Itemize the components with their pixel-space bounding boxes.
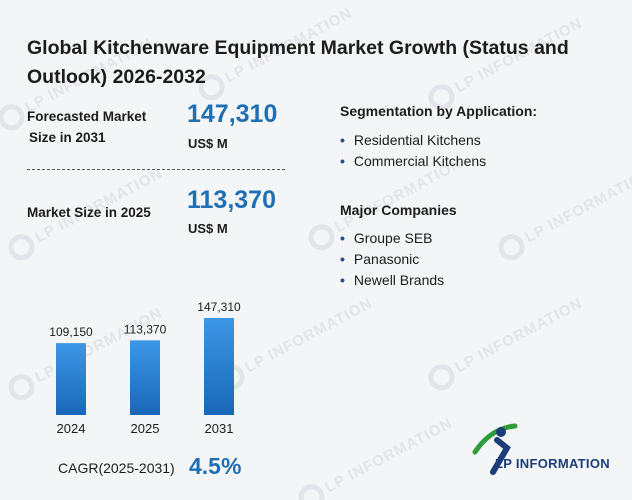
bar-2024 — [56, 343, 86, 415]
list-item: Commercial Kitchens — [340, 151, 486, 172]
forecast-label: Forecasted Market Size in 2031 — [27, 106, 146, 148]
list-item: Groupe SEB — [340, 228, 444, 249]
list-item: Panasonic — [340, 249, 444, 270]
value-label-2025: 113,370 — [124, 322, 167, 336]
companies-list: Groupe SEB Panasonic Newell Brands — [340, 228, 444, 291]
cagr-label: CAGR(2025-2031) — [58, 460, 175, 476]
page-title: Global Kitchenware Equipment Market Grow… — [27, 37, 569, 88]
divider — [27, 169, 285, 170]
forecast-unit: US$ M — [188, 136, 228, 151]
list-item: Newell Brands — [340, 270, 444, 291]
current-unit: US$ M — [188, 221, 228, 236]
value-label-2024: 109,150 — [49, 325, 93, 339]
cagr-value: 4.5% — [189, 453, 242, 479]
bar-2031 — [204, 318, 234, 415]
category-label-2024: 2024 — [57, 421, 86, 436]
category-label-2025: 2025 — [131, 421, 160, 436]
value-label-2031: 147,310 — [197, 300, 241, 314]
companies-heading: Major Companies — [340, 202, 457, 218]
segmentation-list: Residential Kitchens Commercial Kitchens — [340, 130, 486, 172]
lp-information-logo — [472, 423, 518, 475]
current-label: Market Size in 2025 — [27, 205, 151, 220]
list-item: Residential Kitchens — [340, 130, 486, 151]
logo-text: LP INFORMATION — [495, 456, 610, 471]
segmentation-heading: Segmentation by Application: — [340, 103, 538, 119]
forecast-label-line1: Forecasted Market — [27, 109, 147, 124]
current-value: 113,370 — [187, 186, 276, 214]
forecast-label-line2: Size in 2031 — [29, 130, 106, 145]
category-label-2031: 2031 — [205, 421, 234, 436]
bar-2025 — [130, 340, 160, 415]
forecast-value: 147,310 — [187, 100, 278, 128]
